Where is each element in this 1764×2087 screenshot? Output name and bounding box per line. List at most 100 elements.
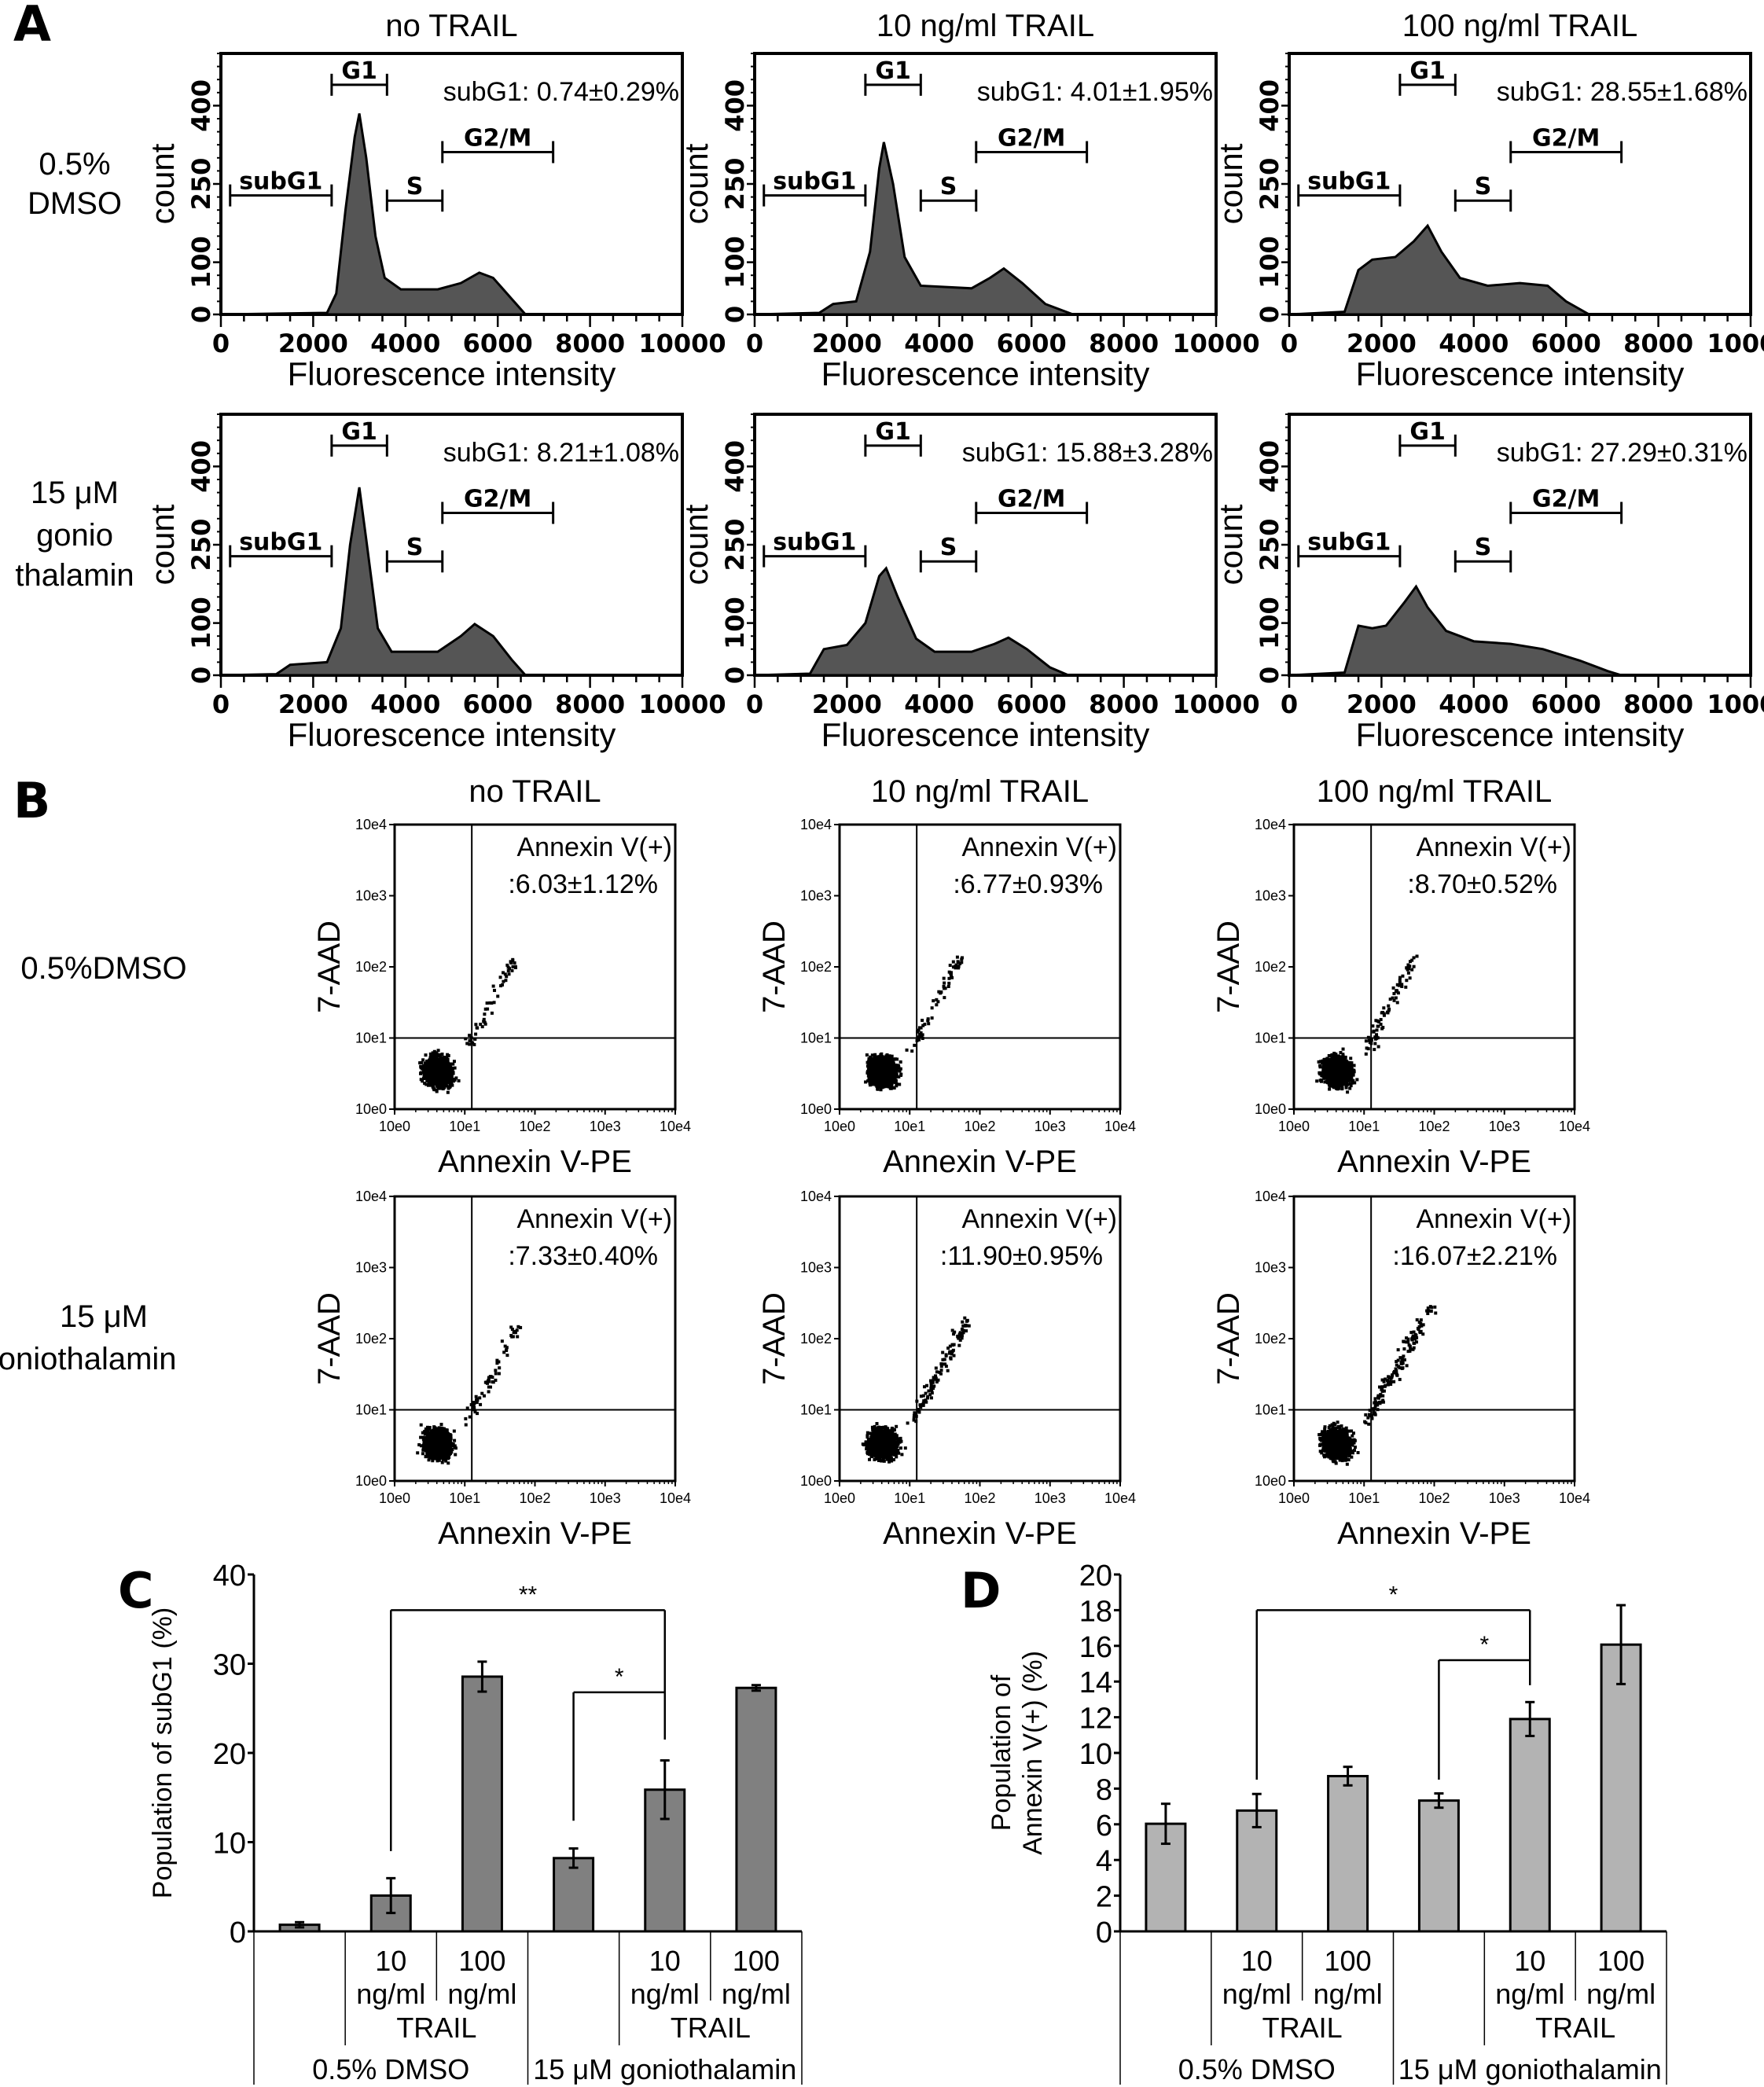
scatter-point — [447, 1074, 450, 1078]
scatter-point — [886, 1056, 890, 1060]
scatter-point — [874, 1059, 878, 1063]
x-axis-label: Fluorescence intensity — [288, 355, 616, 392]
gate-label: G1 — [1409, 57, 1446, 85]
x-tick-label: 2000 — [278, 689, 348, 719]
scatter-point — [421, 1067, 424, 1071]
x-tick-label: 8000 — [1089, 329, 1159, 358]
row-label-a: DMSO — [28, 186, 122, 221]
scatter-point — [1319, 1060, 1323, 1064]
y-tick-label: 250 — [720, 519, 750, 571]
scatter-point — [1344, 1086, 1348, 1089]
gate-label: G2/M — [1532, 124, 1600, 152]
gate-marker: subG1 — [229, 168, 333, 207]
scatter-point — [891, 1079, 895, 1083]
scatter-point — [935, 1003, 939, 1007]
x-tick-label: 10e4 — [1104, 1119, 1136, 1134]
scatter-point — [508, 967, 512, 971]
x-tick-label: 6000 — [463, 689, 533, 719]
scatter-point — [943, 987, 947, 990]
y-tick-label: 100 — [1255, 236, 1284, 288]
y-axis-label: count — [144, 143, 181, 224]
scatter-point — [947, 981, 951, 985]
scatter-point — [513, 961, 516, 965]
scatter-point — [432, 1049, 436, 1053]
x-tick-label: 10000 — [1707, 689, 1764, 719]
scatter-point — [1340, 1083, 1344, 1087]
gate-label: subG1 — [239, 168, 322, 196]
y-tick-label: 10e2 — [800, 959, 832, 975]
scatter-point — [507, 972, 511, 976]
scatter-point — [876, 1071, 880, 1075]
x-tick-label: 10000 — [1172, 329, 1259, 358]
scatter-point — [875, 1080, 879, 1084]
scatter-point — [502, 971, 505, 975]
y-tick-label: 10e3 — [800, 888, 832, 904]
x-tick-label: 6000 — [997, 329, 1067, 358]
x-axis-label: Fluorescence intensity — [1356, 355, 1685, 392]
scatter-point — [876, 1087, 880, 1091]
scatter-point — [437, 1076, 441, 1080]
scatter-point — [423, 1067, 427, 1071]
scatter-point — [428, 1058, 432, 1062]
scatter-point — [894, 1069, 898, 1073]
scatter-point — [873, 1075, 876, 1078]
scatter-point — [483, 1020, 487, 1024]
scatter-point — [917, 1026, 921, 1030]
scatter-point — [445, 1084, 449, 1088]
scatter-point — [436, 1073, 440, 1077]
scatter-point — [472, 1037, 476, 1041]
scatter-point — [437, 1083, 441, 1087]
gate-marker: S — [919, 173, 978, 212]
scatter-point — [505, 975, 509, 979]
scatter-point — [503, 972, 507, 976]
scatter-point — [876, 1066, 880, 1070]
scatter-point — [434, 1062, 438, 1066]
scatter-point — [905, 1048, 909, 1052]
scatter-point — [884, 1054, 888, 1058]
gate-marker: G2/M — [441, 485, 555, 524]
scatter-point — [957, 965, 961, 968]
scatter-point — [884, 1056, 888, 1060]
scatter-point — [431, 1066, 435, 1070]
x-tick-label: 2000 — [278, 329, 348, 358]
subg1-annotation: subG1: 28.55±1.68% — [1497, 77, 1747, 107]
scatter-point — [1352, 1068, 1356, 1072]
scatter-point — [471, 1042, 475, 1045]
scatter-point — [873, 1057, 876, 1061]
scatter-point — [435, 1056, 439, 1060]
gate-marker: S — [385, 173, 444, 212]
scatter-point — [951, 960, 955, 964]
scatter-point — [888, 1078, 891, 1082]
x-tick-label: 4000 — [1439, 689, 1509, 719]
gate-label: subG1 — [239, 529, 322, 557]
scatter-points — [418, 957, 518, 1094]
row-label-a: thalamin — [15, 558, 134, 593]
scatter-point — [870, 1082, 874, 1086]
x-tick-label: 10e4 — [660, 1119, 691, 1134]
y-tick-label: 100 — [720, 597, 750, 649]
x-tick-label: 10e1 — [449, 1119, 480, 1134]
scatter-point — [419, 1071, 423, 1075]
scatter-point — [438, 1064, 442, 1067]
scatter-point — [884, 1082, 888, 1086]
gate-marker: G2/M — [1509, 124, 1623, 164]
scatter-point — [504, 979, 508, 983]
scatter-point — [446, 1090, 450, 1094]
column-title-a: no TRAIL — [385, 9, 517, 43]
histogram-panel: 02000400060008000100000100250400Fluoresc… — [1212, 413, 1764, 753]
scatter-panel: 10e010e010e110e110e210e210e310e310e410e4… — [312, 817, 691, 1179]
scatter-point — [446, 1060, 450, 1064]
scatter-point — [449, 1062, 453, 1066]
scatter-point — [441, 1087, 445, 1091]
scatter-point — [888, 1067, 892, 1071]
scatter-point — [917, 1028, 921, 1032]
column-title-b: 10 ng/ml TRAIL — [871, 774, 1089, 809]
scatter-point — [490, 1011, 494, 1015]
scatter-point — [1351, 1064, 1354, 1067]
scatter-point — [428, 1071, 432, 1075]
scatter-point — [1349, 1056, 1353, 1060]
scatter-point — [897, 1075, 901, 1078]
scatter-point — [935, 998, 939, 1001]
scatter-point — [1340, 1060, 1344, 1064]
scatter-point — [866, 1079, 870, 1083]
